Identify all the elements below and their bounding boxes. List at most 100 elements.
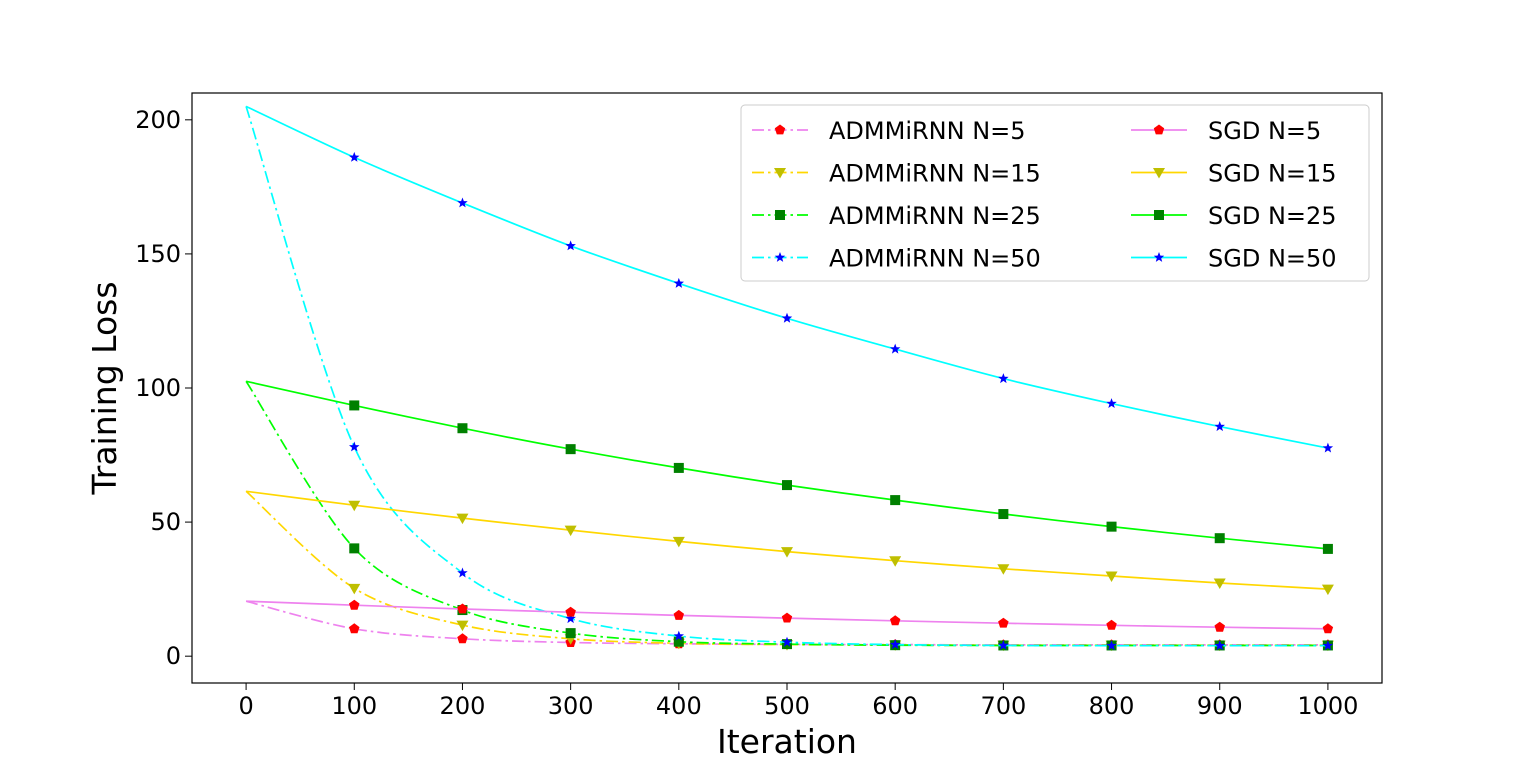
data-point-marker <box>781 612 793 623</box>
data-point-marker <box>1106 521 1117 532</box>
x-tick-label: 500 <box>764 692 810 720</box>
data-point-marker <box>349 400 360 411</box>
data-point-marker <box>457 567 468 578</box>
legend-marker <box>1154 210 1164 220</box>
data-point-marker <box>1106 640 1117 651</box>
data-point-marker <box>1106 619 1117 630</box>
legend-item: SGD N=15 <box>1131 160 1337 188</box>
legend-label: ADMMiRNN N=50 <box>829 245 1041 273</box>
legend-label: SGD N=5 <box>1208 117 1321 145</box>
legend-label: SGD N=25 <box>1208 202 1337 230</box>
x-axis-label: Iteration <box>717 722 857 761</box>
data-point-marker <box>890 343 901 354</box>
x-tick-label: 0 <box>238 692 253 720</box>
legend-label: SGD N=15 <box>1208 160 1337 188</box>
data-point-marker <box>1214 533 1225 544</box>
data-point-marker <box>673 636 684 647</box>
data-point-marker <box>1105 571 1118 582</box>
data-point-marker <box>781 636 793 647</box>
data-point-marker <box>565 613 576 624</box>
y-tick-label: 50 <box>150 508 181 536</box>
x-tick-label: 100 <box>331 692 377 720</box>
data-point-marker <box>781 547 793 558</box>
data-point-marker <box>673 609 684 620</box>
legend-marker <box>1153 168 1165 179</box>
data-point-marker <box>349 543 360 554</box>
data-point-marker <box>456 620 469 632</box>
y-tick-label: 100 <box>135 374 181 402</box>
legend-marker <box>1153 124 1165 135</box>
legend-marker <box>1153 252 1165 262</box>
data-point-marker <box>890 639 901 650</box>
legend-label: ADMMiRNN N=25 <box>829 202 1041 230</box>
x-tick-label: 200 <box>440 692 486 720</box>
data-point-marker <box>782 480 792 491</box>
data-point-marker <box>1214 421 1225 432</box>
data-point-marker <box>890 495 901 506</box>
data-point-marker <box>998 640 1009 650</box>
legend-marker <box>775 210 785 220</box>
series-sgd-n-5 <box>246 599 1334 634</box>
data-point-marker <box>348 583 361 595</box>
data-point-marker <box>1322 543 1333 554</box>
series-sgd-n-15 <box>245 490 1334 596</box>
x-tick-label: 1000 <box>1297 692 1358 720</box>
legend-item: SGD N=50 <box>1131 245 1337 273</box>
data-point-marker <box>1214 640 1225 651</box>
data-point-marker <box>889 556 902 567</box>
series-line <box>245 106 1328 647</box>
legend-item: ADMMiRNN N=5 <box>752 117 1026 145</box>
legend-label: ADMMiRNN N=15 <box>829 160 1041 188</box>
legend-item: SGD N=25 <box>1131 202 1337 230</box>
legend-item: SGD N=5 <box>1131 117 1321 145</box>
legend-marker <box>774 252 786 262</box>
data-point-marker <box>457 197 468 208</box>
x-tick-label: 900 <box>1197 692 1243 720</box>
legend-item: ADMMiRNN N=25 <box>752 202 1041 230</box>
series-admmirnn-n-50 <box>245 106 1334 651</box>
data-point-marker <box>349 151 360 162</box>
x-tick-label: 600 <box>872 692 918 720</box>
data-point-marker <box>1322 640 1334 651</box>
data-point-marker <box>1214 621 1225 632</box>
data-point-marker <box>349 599 360 610</box>
data-point-marker <box>1106 398 1117 408</box>
series-sgd-n-25 <box>245 380 1333 554</box>
data-point-marker <box>564 525 577 537</box>
legend-marker <box>774 124 786 135</box>
data-point-marker <box>998 617 1009 628</box>
x-tick-label: 300 <box>548 692 594 720</box>
data-point-marker <box>673 462 684 473</box>
y-tick-label: 150 <box>135 240 181 268</box>
data-point-marker <box>565 628 576 639</box>
legend-label: ADMMiRNN N=5 <box>829 117 1026 145</box>
legend-label: SGD N=50 <box>1208 245 1337 273</box>
x-tick-label: 700 <box>980 692 1026 720</box>
legend-item: ADMMiRNN N=50 <box>752 245 1041 273</box>
data-point-marker <box>1322 623 1334 634</box>
data-point-marker <box>565 606 576 617</box>
data-point-marker <box>349 441 360 452</box>
series-sgd-n-50 <box>245 105 1334 453</box>
data-point-marker <box>781 312 793 323</box>
legend-item: ADMMiRNN N=15 <box>752 160 1041 188</box>
legend: ADMMiRNN N=5 ADMMiRNN N=15 ADMMiRNN N=25 AD… <box>740 104 1370 282</box>
data-point-marker <box>565 444 576 455</box>
y-axis-label: Training Loss <box>85 281 124 495</box>
data-point-marker <box>998 373 1009 384</box>
x-tick-label: 400 <box>656 692 702 720</box>
data-point-marker <box>457 603 468 614</box>
data-point-marker <box>456 513 469 525</box>
legend-marker <box>774 168 786 179</box>
data-point-marker <box>457 423 468 434</box>
x-tick-label: 800 <box>1089 692 1135 720</box>
data-point-marker <box>457 633 468 644</box>
axis-ticks: 0 100 200 300 400 500 600 700 800 900 1000 0 50 100 15… <box>135 106 1358 720</box>
data-point-marker <box>672 536 685 548</box>
data-point-marker <box>890 615 901 626</box>
data-point-marker <box>997 564 1010 575</box>
data-point-marker <box>348 500 361 512</box>
legend-box <box>740 104 1370 282</box>
data-point-marker <box>349 623 360 634</box>
